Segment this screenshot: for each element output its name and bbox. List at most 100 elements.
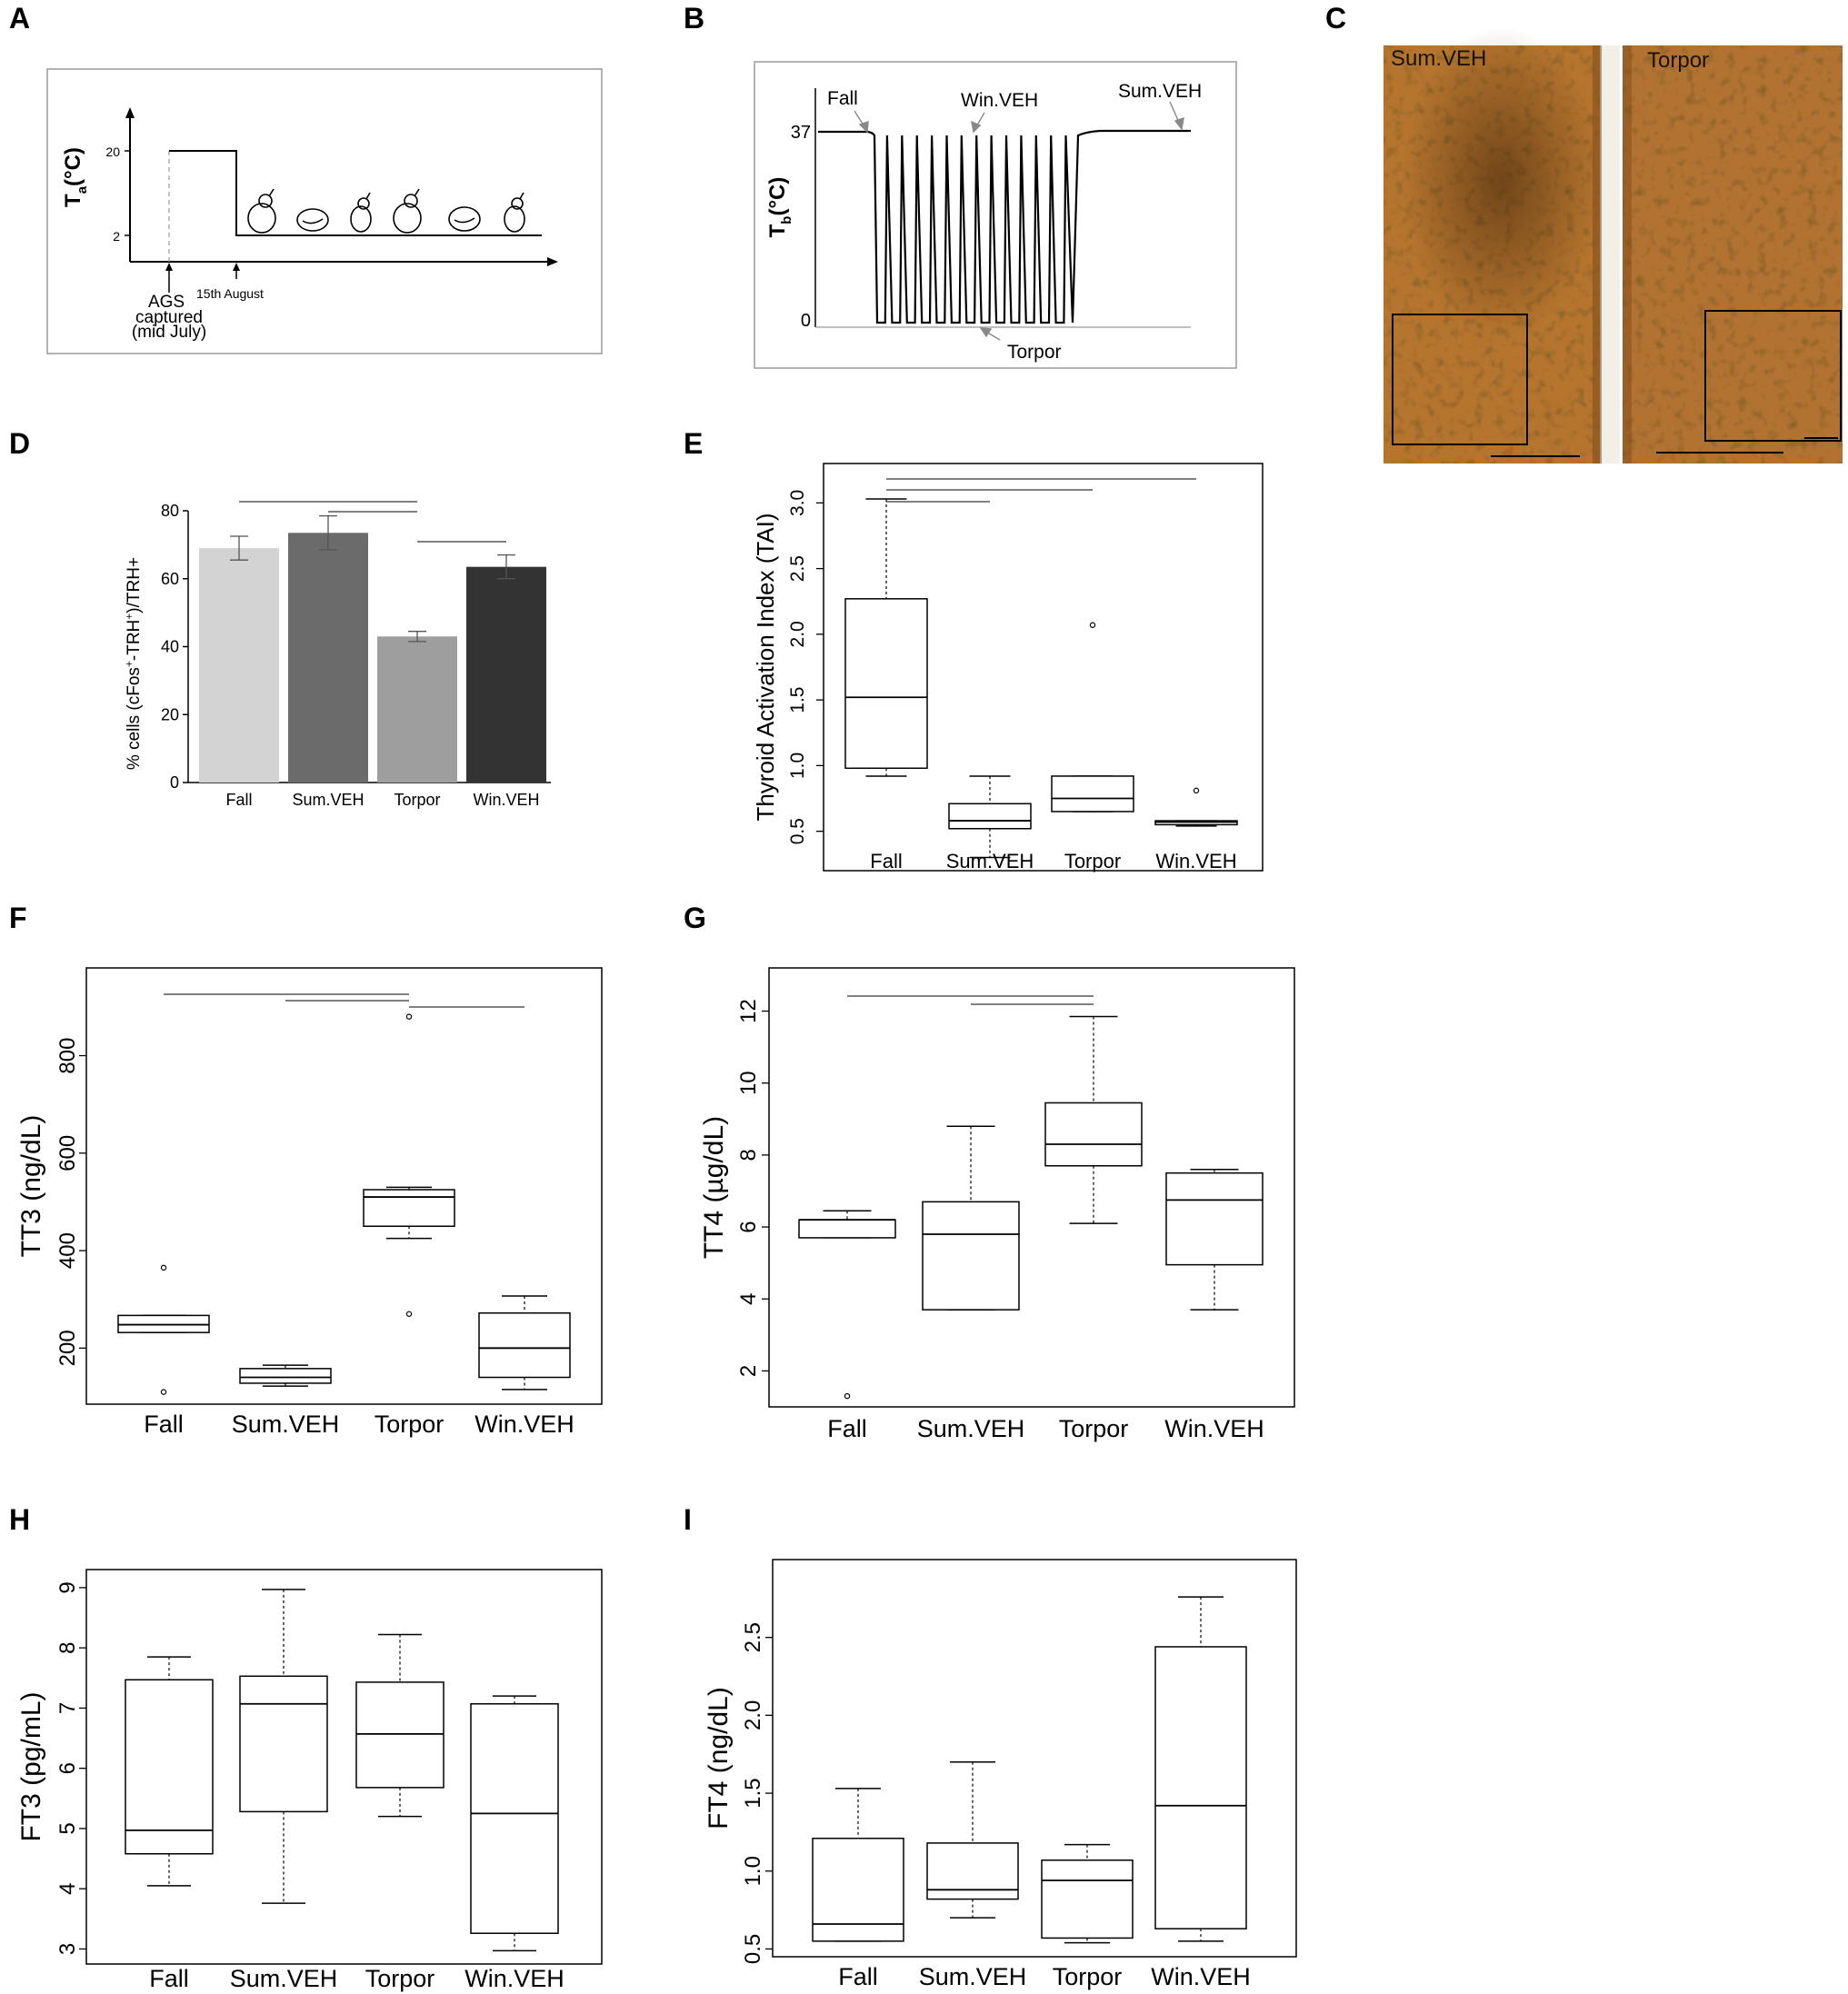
chart-h-frame xyxy=(85,1569,603,1965)
micrograph-ventricle xyxy=(1600,45,1620,464)
chart-e-ylabel: Thyroid Activation Index (TAI) xyxy=(752,513,779,821)
panel-label-c: C xyxy=(1325,2,1347,35)
box-iqr xyxy=(239,1675,328,1813)
chart-h-category-label: Fall xyxy=(149,1965,189,1992)
animal-icon xyxy=(350,192,372,233)
chart-d-ytick-label: 40 xyxy=(161,638,179,656)
box-sumveh xyxy=(239,1589,328,1904)
chart-g-ytick-label: 6 xyxy=(736,1221,761,1232)
box-iqr xyxy=(1165,1171,1264,1266)
chart-d-ytick-label: 60 xyxy=(161,570,179,588)
box-winveh xyxy=(1154,1596,1247,1942)
chart-i-ytick-label: 1.0 xyxy=(741,1856,765,1886)
chart-f-ytick-label: 800 xyxy=(55,1038,80,1074)
chart-d-category-label: Win.VEH xyxy=(473,791,539,809)
box-iqr xyxy=(798,1219,896,1239)
chart-d-category-label: Fall xyxy=(225,791,252,809)
chart-g-category-label: Win.VEH xyxy=(1164,1415,1264,1442)
chart-f: 200 400 600 800 TT3 (ng/dL) Fall Sum.VEH Torpor… xyxy=(16,967,603,1438)
chart-g-category-label: Torpor xyxy=(1059,1415,1129,1442)
chart-h-ytick-label: 5 xyxy=(55,1822,80,1834)
box-iqr xyxy=(1041,1859,1134,1939)
chart-e-ytick-label: 3.0 xyxy=(787,490,808,516)
box-fall xyxy=(844,498,928,777)
chart-i-ylabel: FT4 (ng/dL) xyxy=(704,1687,734,1829)
outlier-point xyxy=(405,1013,413,1020)
animal-icon xyxy=(247,188,276,234)
chart-g-ytick-label: 10 xyxy=(736,1071,761,1095)
box-fall xyxy=(125,1656,214,1887)
chart-b-body-temperature-trace xyxy=(818,129,1191,324)
chart-f-ytick-label: 200 xyxy=(55,1330,80,1366)
chart-g-ylabel: TT4 (µg/dL) xyxy=(699,1116,729,1259)
panel-label-e: E xyxy=(684,427,704,460)
chart-e-frame xyxy=(823,463,1264,872)
chart-e-category-label: Win.VEH xyxy=(1155,850,1236,872)
panel-label-a: A xyxy=(9,2,31,35)
chart-e-ytick-label: 1.0 xyxy=(787,753,808,779)
box-torpor xyxy=(1051,622,1134,813)
chart-g-ytick-label: 4 xyxy=(736,1293,761,1305)
box-torpor xyxy=(1044,1015,1143,1224)
chart-a-y-arrow xyxy=(125,107,135,118)
animal-icon xyxy=(504,192,525,233)
chart-d-category-label: Sum.VEH xyxy=(292,791,364,809)
chart-i-ytick-label: 2.0 xyxy=(741,1700,765,1730)
micrograph-label-sumveh: Sum.VEH xyxy=(1391,46,1486,71)
chart-a-frame xyxy=(46,68,603,354)
outlier-point xyxy=(160,1389,167,1395)
chart-f-category-label: Torpor xyxy=(375,1411,445,1438)
chart-h: 3 4 5 6 7 8 9 FT3 (pg/mL) Fall Sum.VEH Torpor Win.V… xyxy=(16,1569,603,1992)
chart-a-annotation-captured: captured xyxy=(135,308,203,327)
chart-d-ytick-label: 80 xyxy=(161,502,179,520)
chart-i-category-label: Torpor xyxy=(1053,1963,1123,1990)
chart-d-ytick-label: 20 xyxy=(161,705,179,723)
box-torpor xyxy=(355,1633,445,1818)
animal-icon xyxy=(393,188,422,234)
outlier-point xyxy=(1193,787,1200,794)
chart-d-category-label: Torpor xyxy=(394,791,440,809)
chart-h-category-label: Win.VEH xyxy=(464,1965,564,1992)
panel-label-d: D xyxy=(9,427,31,460)
chart-a-x-arrow xyxy=(547,257,558,266)
chart-d-ylabel: % cells (cFos+-TRH+)/TRH+ xyxy=(123,557,144,770)
chart-d: 0 20 40 60 80 Fall Sum.VEH Torpor Win.VEH % cell… xyxy=(123,501,551,809)
box-winveh xyxy=(1154,787,1238,827)
box-iqr xyxy=(1051,775,1134,813)
box-iqr xyxy=(363,1189,455,1227)
chart-a-ylabel: Ta(°C) xyxy=(61,147,90,207)
chart-i: 0.5 1.0 1.5 2.0 2.5 FT4 (ng/dL) Fall Sum.VEH Tor… xyxy=(704,1559,1297,1990)
panel-label-i: I xyxy=(684,1503,692,1536)
chart-i-category-label: Win.VEH xyxy=(1151,1963,1251,1990)
box-sumveh xyxy=(948,775,1032,859)
box-torpor xyxy=(1041,1843,1134,1944)
chart-g-category-label: Sum.VEH xyxy=(917,1415,1025,1442)
box-iqr xyxy=(922,1201,1020,1311)
bar-torpor xyxy=(377,636,457,783)
chart-g-ytick-label: 8 xyxy=(736,1149,761,1161)
box-torpor xyxy=(363,1013,455,1317)
chart-b-annotation-winveh: Win.VEH xyxy=(961,90,1038,111)
chart-a-ylabel-main: T xyxy=(61,194,85,207)
chart-d-ytick-label: 0 xyxy=(170,773,179,792)
chart-h-ytick-label: 9 xyxy=(55,1581,80,1593)
svg-text:Ta(°C): Ta(°C) xyxy=(61,147,90,207)
chart-i-ytick-label: 2.5 xyxy=(741,1622,765,1652)
chart-i-category-label: Fall xyxy=(838,1963,878,1990)
chart-e-ytick-label: 0.5 xyxy=(787,818,808,844)
chart-h-ytick-label: 6 xyxy=(55,1762,80,1774)
bar-fall xyxy=(199,548,279,783)
box-winveh xyxy=(470,1695,559,1952)
micrograph-label-torpor: Torpor xyxy=(1647,48,1709,73)
chart-h-ytick-label: 4 xyxy=(55,1882,80,1894)
chart-f-ytick-label: 400 xyxy=(55,1232,80,1269)
chart-a-annotation-mid-july: (mid July) xyxy=(132,323,206,342)
chart-i-category-label: Sum.VEH xyxy=(919,1963,1027,1990)
chart-f-ytick-label: 600 xyxy=(55,1135,80,1171)
chart-h-ytick-label: 8 xyxy=(55,1641,80,1653)
chart-h-category-label: Sum.VEH xyxy=(230,1965,338,1992)
outlier-point xyxy=(844,1392,851,1400)
chart-a-ylabel-unit: (°C) xyxy=(61,147,85,186)
box-iqr xyxy=(125,1679,214,1855)
